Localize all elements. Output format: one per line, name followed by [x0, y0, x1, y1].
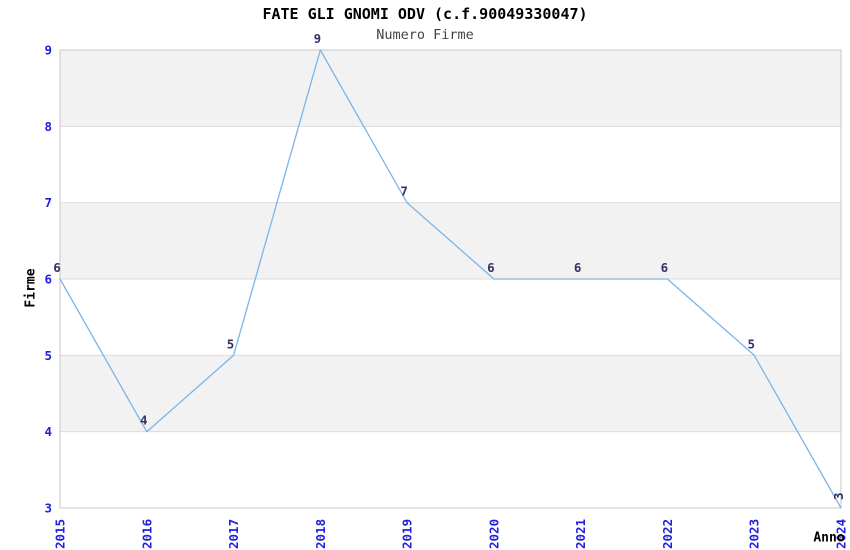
data-point-label: 3: [831, 492, 846, 500]
data-point-label: 7: [400, 184, 408, 199]
y-tick-label: 9: [44, 43, 52, 58]
x-tick-label: 2016: [139, 519, 154, 549]
data-point-label: 6: [661, 260, 669, 275]
data-point-label: 5: [227, 336, 235, 351]
y-tick-label: 7: [44, 195, 52, 210]
chart-subtitle: Numero Firme: [376, 27, 474, 43]
chart-title: FATE GLI GNOMI ODV (c.f.90049330047): [262, 5, 588, 23]
data-point-label: 6: [574, 260, 582, 275]
y-tick-label: 5: [44, 348, 52, 363]
x-tick-label: 2015: [53, 519, 68, 549]
x-tick-label: 2024: [834, 519, 849, 549]
data-point-label: 6: [53, 260, 61, 275]
x-tick-label: 2022: [660, 519, 675, 549]
y-tick-label: 8: [44, 119, 52, 134]
data-point-label: 6: [487, 260, 495, 275]
x-tick-label: 2021: [573, 519, 588, 549]
x-tick-label: 2017: [226, 519, 241, 549]
plot-band: [60, 355, 841, 432]
x-tick-label: 2018: [313, 519, 328, 549]
data-point-label: 4: [140, 413, 148, 428]
x-tick-label: 2023: [747, 519, 762, 549]
plot-band: [60, 50, 841, 127]
y-tick-label: 6: [44, 272, 52, 287]
series-line: [59, 49, 842, 509]
y-tick-label: 4: [44, 424, 52, 439]
x-axis-label: Anno: [813, 530, 845, 546]
data-point-label: 9: [314, 31, 322, 46]
y-tick-label: 3: [44, 501, 52, 516]
data-point-label: 5: [747, 336, 755, 351]
x-tick-label: 2020: [486, 519, 501, 549]
x-tick-label: 2019: [400, 519, 415, 549]
